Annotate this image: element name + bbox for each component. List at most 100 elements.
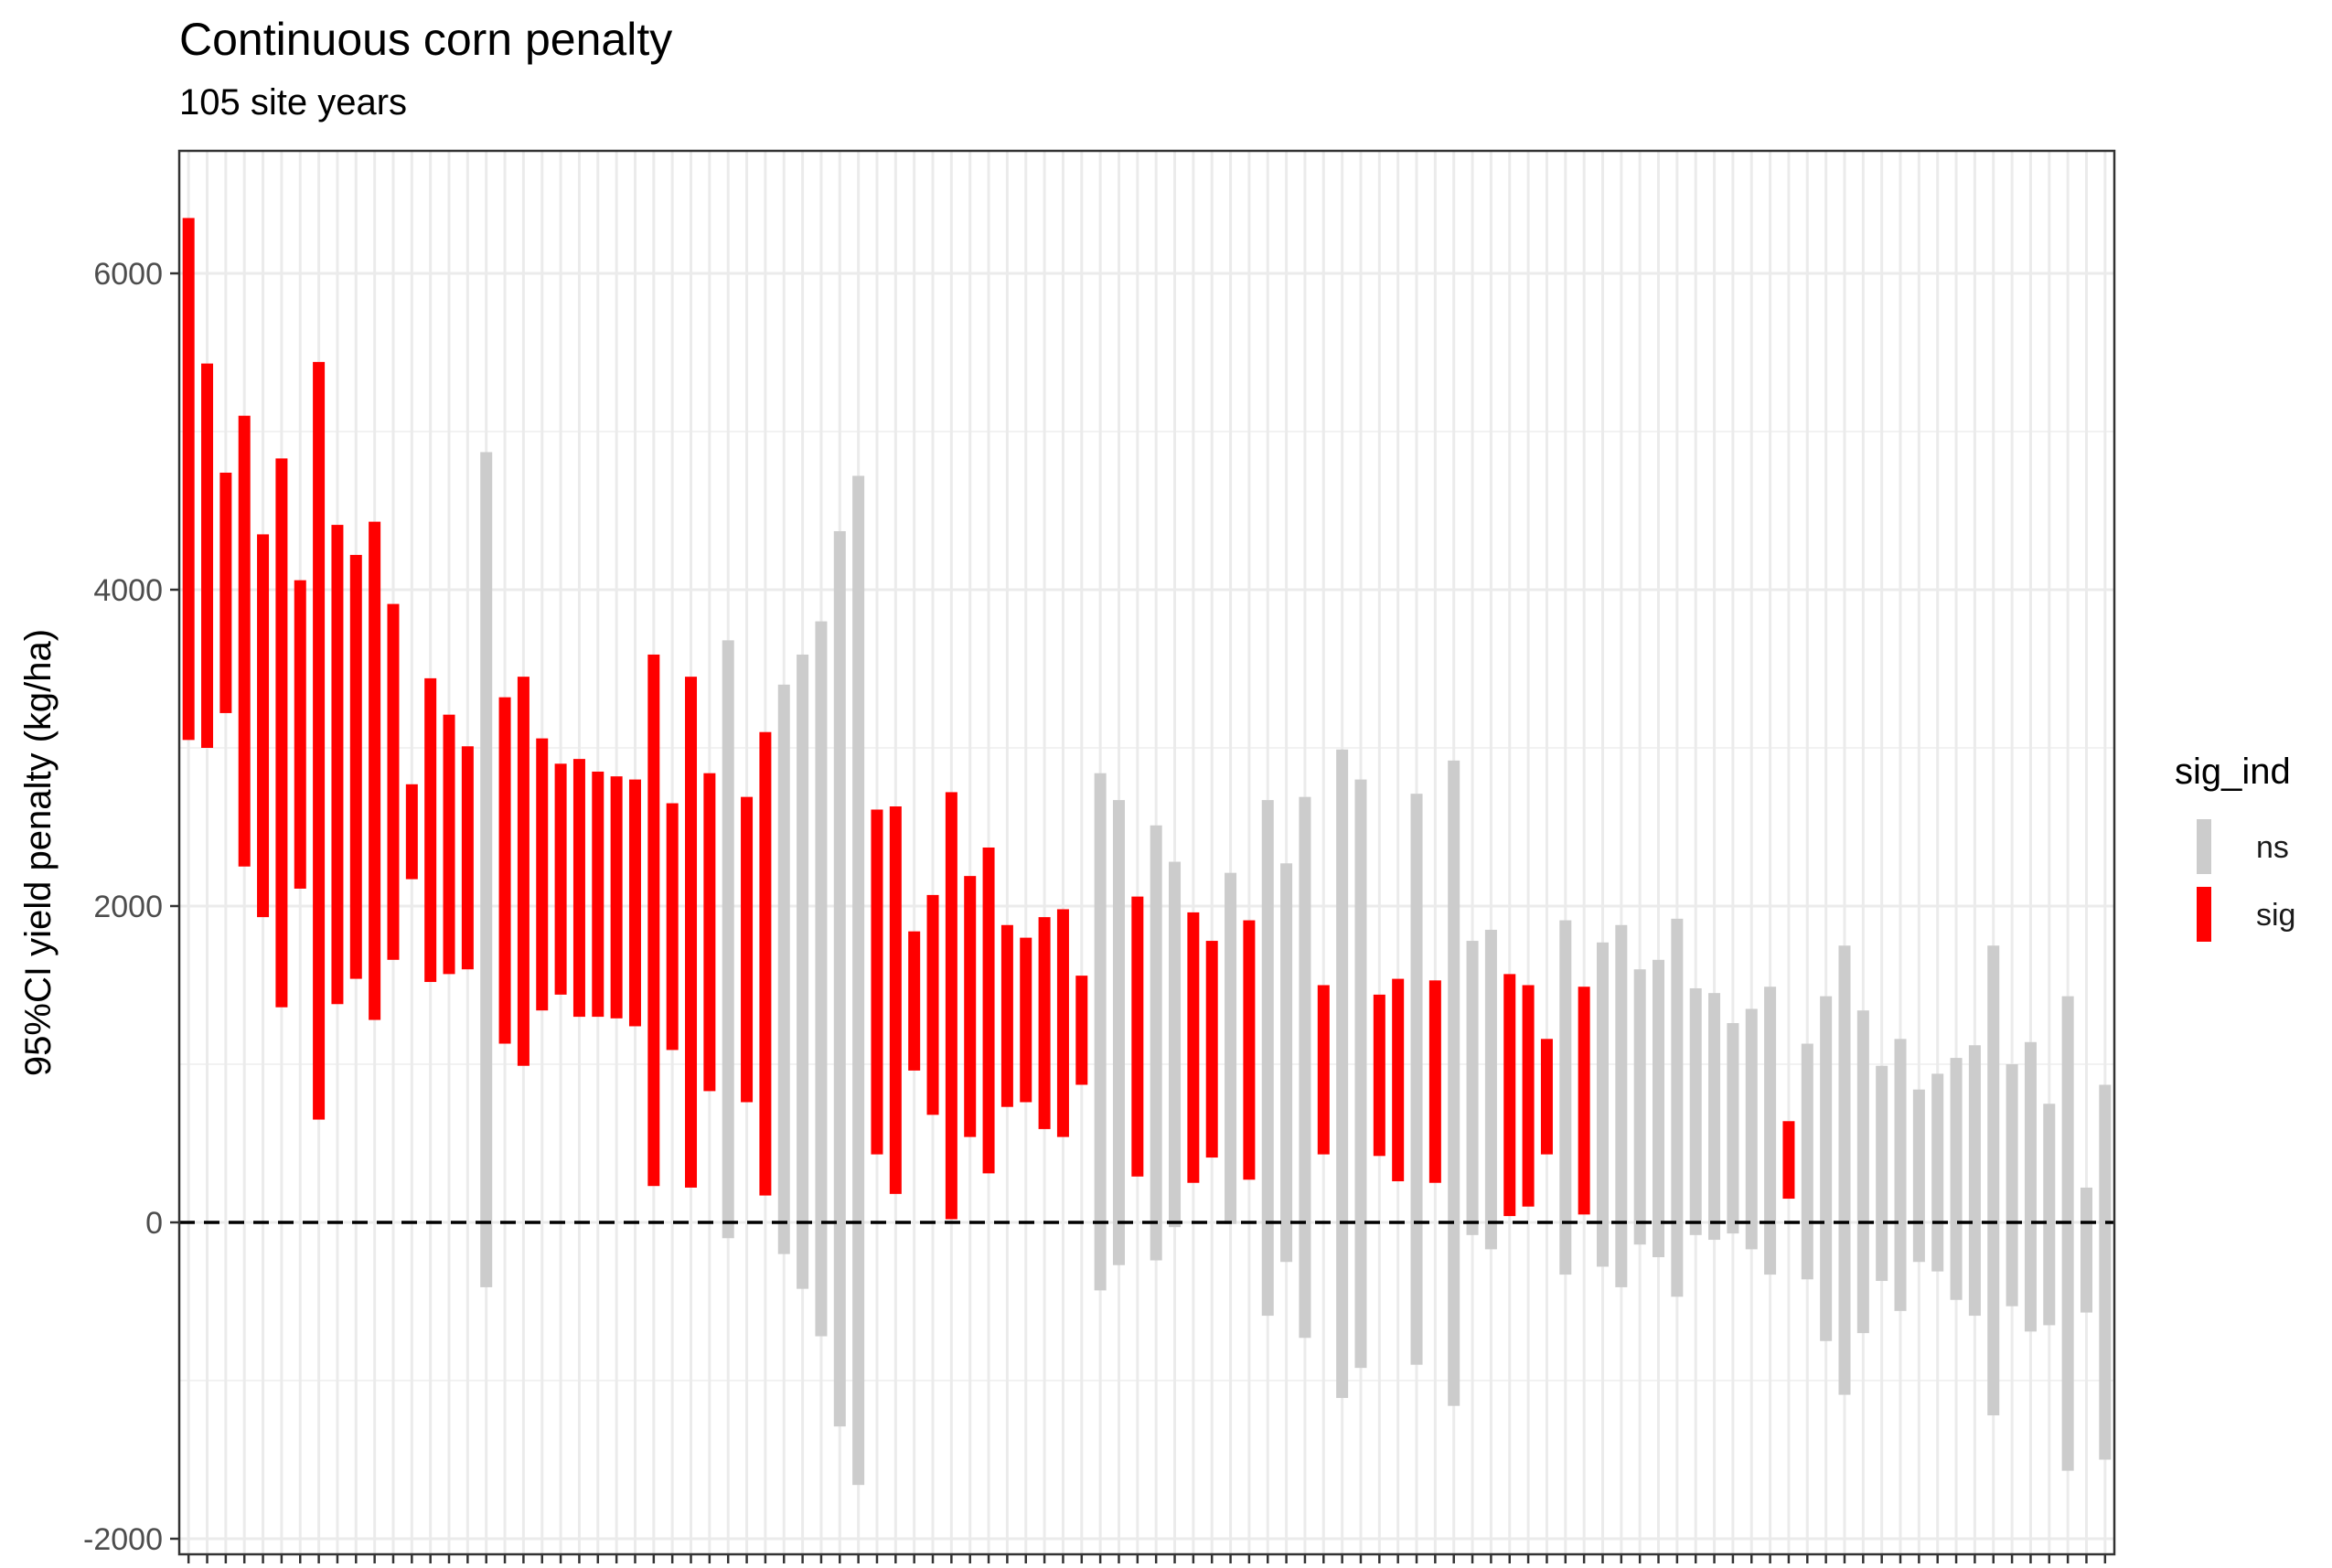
ci-bar-81 [1671,918,1684,1297]
ci-bar-78 [1615,924,1628,1287]
ci-bar-62 [1317,985,1330,1155]
ci-bar-103 [2080,1187,2092,1313]
ci-bar-58 [1243,920,1256,1180]
ci-bar-95 [1931,1073,1944,1272]
ci-bar-73 [1522,985,1535,1207]
ci-bar-47 [1038,917,1051,1129]
ci-bar-63 [1336,749,1349,1399]
legend-label-ns: ns [2256,830,2289,865]
y-tick-label: 4000 [93,573,163,608]
ci-bar-98 [1987,945,2000,1416]
ci-bar-83 [1708,993,1721,1241]
ci-bar-29 [703,773,716,1092]
ci-bar-34 [797,654,809,1289]
ci-bar-26 [647,654,660,1187]
ci-bar-1 [182,218,195,741]
ci-bar-9 [331,525,344,1005]
ci-bar-22 [572,759,585,1018]
ci-bar-67 [1410,794,1423,1365]
ci-bar-97 [1968,1045,1981,1317]
ci-bar-86 [1764,987,1777,1275]
ci-bar-61 [1299,796,1311,1339]
ci-bar-77 [1596,942,1609,1267]
ci-bar-56 [1205,941,1218,1158]
ci-bar-68 [1428,980,1441,1183]
legend-key-sig [2197,887,2211,942]
ci-bar-24 [610,776,623,1019]
ci-bar-57 [1225,872,1237,1224]
ci-bar-2 [201,363,214,748]
legend-title: sig_ind [2175,752,2291,792]
chart-subtitle: 105 site years [179,82,408,123]
ci-bar-31 [741,796,754,1103]
ci-bar-28 [685,677,698,1188]
ci-bar-14 [424,677,437,983]
ci-bar-60 [1280,863,1293,1263]
ci-bar-19 [517,677,530,1066]
ci-bar-69 [1448,760,1460,1406]
ci-bar-80 [1653,959,1665,1258]
ci-bar-16 [461,746,474,970]
ci-bar-102 [2061,996,2074,1471]
ci-bar-25 [628,779,641,1027]
legend-label-sig: sig [2256,898,2296,933]
ci-bar-41 [926,894,939,1115]
ci-bar-4 [238,415,251,867]
ci-bar-38 [871,809,883,1155]
ci-bar-94 [1912,1089,1925,1263]
ci-bar-6 [275,458,288,1008]
ci-bar-44 [982,847,995,1174]
ci-bar-53 [1150,825,1162,1261]
ci-bar-7 [294,580,306,889]
ci-bar-71 [1484,929,1497,1250]
ci-bar-12 [387,603,400,960]
ci-bar-88 [1801,1043,1813,1280]
ci-bar-65 [1373,994,1385,1157]
ci-bar-30 [722,640,734,1239]
ci-bar-37 [852,475,865,1486]
ci-bar-17 [480,452,493,1287]
ci-bar-8 [313,361,326,1120]
ci-bar-18 [498,697,511,1044]
chart-title: Continuous corn penalty [179,14,673,65]
ci-bar-104 [2099,1084,2112,1460]
ci-bar-27 [666,803,679,1051]
ci-bar-49 [1075,976,1088,1085]
ci-bar-74 [1540,1039,1553,1155]
ci-bar-96 [1950,1058,1963,1300]
ci-bar-89 [1820,996,1833,1341]
ci-bar-50 [1094,773,1107,1291]
y-tick-label: 0 [145,1206,163,1241]
ci-bar-32 [759,731,772,1196]
ci-bar-75 [1559,920,1572,1275]
ci-bar-43 [964,876,977,1137]
ci-bar-91 [1856,1010,1869,1334]
ci-bar-48 [1056,909,1069,1137]
ci-bar-54 [1169,861,1182,1228]
ci-bar-35 [815,621,828,1337]
panel-border [177,149,2116,1556]
ci-bar-99 [2006,1064,2018,1307]
ci-bar-23 [592,771,604,1018]
ci-bar-66 [1392,978,1405,1182]
y-tick-label: 2000 [93,890,163,924]
ci-bar-13 [405,784,418,880]
ci-bar-90 [1838,945,1851,1395]
ci-bar-87 [1782,1121,1795,1200]
ci-bar-84 [1727,1023,1739,1234]
y-tick-label: 6000 [93,257,163,292]
ci-bar-36 [833,530,846,1427]
ci-bar-11 [369,521,381,1020]
ci-bar-51 [1112,800,1125,1265]
ci-bar-40 [908,931,921,1071]
ci-bar-42 [945,792,957,1220]
ci-bar-70 [1466,941,1479,1235]
ci-bar-55 [1187,912,1200,1183]
ci-bar-20 [536,738,549,1011]
ci-bar-85 [1745,1008,1758,1250]
ci-bar-82 [1689,987,1702,1235]
ci-bar-59 [1261,800,1274,1317]
ci-bar-76 [1578,987,1590,1215]
ci-bar-72 [1503,974,1516,1217]
